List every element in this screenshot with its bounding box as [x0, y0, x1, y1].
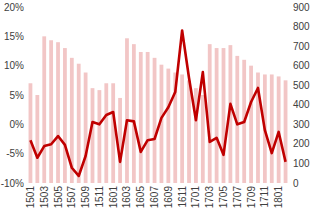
- line: [30, 30, 285, 175]
- chart: -10% -5% 0% 5% 10% 15% 20% 0 100 200 300 400 500 600 7…: [0, 0, 320, 216]
- x-tick-label: 1507: [66, 186, 77, 209]
- bar: [249, 66, 253, 183]
- y-tick-label: -10%: [1, 178, 24, 189]
- y2-tick-label: 100: [293, 158, 310, 169]
- bar: [118, 98, 122, 183]
- x-tick-label: 1605: [135, 186, 146, 209]
- bar: [208, 44, 212, 183]
- y2-tick-label: 500: [293, 80, 310, 91]
- y2-tick-label: 300: [293, 119, 310, 130]
- x-tick-label: 1511: [94, 186, 105, 208]
- x-tick-label: 1707: [232, 186, 243, 209]
- y-tick-label: 10%: [4, 60, 24, 71]
- x-tick-label: 1603: [121, 186, 132, 209]
- bar: [132, 44, 136, 183]
- bar: [166, 69, 170, 183]
- y2-tick-label: 400: [293, 99, 310, 110]
- y2-tick-label: 900: [293, 2, 310, 13]
- bar: [222, 48, 226, 183]
- y2-tick-label: 800: [293, 21, 310, 32]
- y2-tick-label: 200: [293, 138, 310, 149]
- x-tick-label: 1501: [25, 186, 36, 209]
- bar: [284, 80, 288, 183]
- x-tick-label: 1505: [53, 186, 64, 209]
- x-tick-label: 1607: [149, 186, 160, 209]
- plot-area: [29, 30, 288, 183]
- bar: [270, 74, 274, 183]
- bar: [42, 36, 46, 183]
- y-tick-label: 15%: [4, 31, 24, 42]
- x-tick-label: 1711: [259, 186, 270, 208]
- y-tick-label: -5%: [6, 148, 24, 159]
- bar: [180, 74, 184, 183]
- bar: [187, 80, 191, 183]
- y2-tick-label: 700: [293, 41, 310, 52]
- bar: [84, 73, 88, 183]
- y-tick-label: 20%: [4, 2, 24, 13]
- y2-tick-label: 600: [293, 60, 310, 71]
- x-tick-label: 1503: [39, 186, 50, 209]
- bar: [49, 40, 53, 183]
- bar: [215, 48, 219, 183]
- x-tick-label: 1609: [163, 186, 174, 209]
- bar: [63, 48, 67, 183]
- bar: [29, 83, 33, 183]
- bar: [77, 64, 81, 183]
- bar: [91, 88, 95, 183]
- bar: [125, 38, 129, 183]
- x-tick-label: 1709: [246, 186, 257, 209]
- bar: [104, 83, 108, 183]
- bar: [146, 52, 150, 183]
- bar: [139, 52, 143, 183]
- x-tick-label: 1611: [177, 186, 188, 208]
- x-tick-label: 1601: [108, 186, 119, 209]
- y-tick-label: 5%: [10, 90, 25, 101]
- y-tick-label: 0%: [10, 119, 25, 130]
- x-tick-label: 1801: [273, 186, 284, 209]
- bar: [111, 83, 115, 183]
- bar: [35, 95, 39, 183]
- bar: [56, 42, 60, 183]
- x-tick-label: 1701: [190, 186, 201, 209]
- bar: [153, 58, 157, 183]
- bar: [97, 90, 101, 183]
- x-tick-label: 1705: [218, 186, 229, 209]
- x-tick-label: 1509: [80, 186, 91, 209]
- bar: [277, 76, 281, 183]
- bar: [201, 95, 205, 183]
- x-tick-label: 1703: [204, 186, 215, 209]
- y2-tick-label: 0: [293, 178, 299, 189]
